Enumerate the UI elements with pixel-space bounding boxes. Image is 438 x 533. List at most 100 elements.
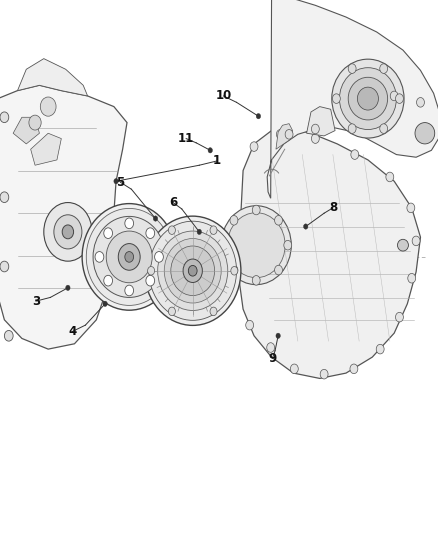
Circle shape	[95, 252, 104, 262]
Circle shape	[275, 265, 283, 275]
Ellipse shape	[339, 68, 396, 130]
Circle shape	[0, 192, 9, 203]
Circle shape	[54, 215, 82, 249]
Circle shape	[146, 228, 155, 238]
Circle shape	[284, 240, 292, 250]
Circle shape	[197, 229, 201, 235]
Circle shape	[380, 64, 388, 74]
Circle shape	[104, 276, 113, 286]
Ellipse shape	[415, 123, 435, 144]
Circle shape	[153, 216, 158, 221]
Circle shape	[256, 114, 261, 119]
Ellipse shape	[93, 216, 165, 297]
Text: 10: 10	[215, 90, 232, 102]
Text: 8: 8	[329, 201, 337, 214]
Circle shape	[118, 244, 140, 270]
Circle shape	[396, 312, 403, 322]
Circle shape	[4, 330, 13, 341]
Polygon shape	[307, 107, 335, 136]
Circle shape	[146, 276, 155, 286]
Circle shape	[29, 115, 41, 130]
Circle shape	[0, 261, 9, 272]
Ellipse shape	[332, 59, 404, 138]
Circle shape	[208, 148, 212, 153]
Polygon shape	[0, 85, 127, 349]
Circle shape	[155, 252, 163, 262]
Circle shape	[276, 333, 280, 338]
Text: 9: 9	[268, 352, 276, 365]
Circle shape	[407, 203, 415, 213]
Circle shape	[231, 266, 238, 275]
Circle shape	[275, 215, 283, 225]
Circle shape	[210, 226, 217, 235]
Circle shape	[396, 94, 403, 103]
Circle shape	[210, 307, 217, 316]
Circle shape	[104, 228, 113, 238]
Text: 5: 5	[117, 176, 124, 189]
Text: 11: 11	[178, 132, 194, 145]
Text: 1: 1	[213, 155, 221, 167]
Ellipse shape	[82, 204, 176, 310]
Polygon shape	[18, 59, 88, 96]
Circle shape	[250, 142, 258, 151]
Ellipse shape	[158, 231, 228, 310]
Circle shape	[183, 259, 202, 282]
Ellipse shape	[171, 246, 215, 295]
Circle shape	[114, 179, 118, 184]
Text: 4: 4	[68, 325, 76, 338]
Circle shape	[376, 344, 384, 354]
Circle shape	[230, 265, 238, 275]
Circle shape	[350, 364, 358, 374]
Circle shape	[221, 240, 229, 250]
Circle shape	[252, 205, 260, 215]
Circle shape	[148, 266, 155, 275]
Circle shape	[332, 94, 340, 103]
Ellipse shape	[106, 231, 152, 282]
Text: 6: 6	[169, 196, 177, 209]
Circle shape	[276, 130, 284, 139]
Polygon shape	[13, 117, 39, 144]
Circle shape	[169, 226, 175, 235]
Circle shape	[386, 172, 394, 182]
Ellipse shape	[398, 239, 409, 251]
Polygon shape	[239, 128, 420, 378]
Circle shape	[311, 134, 319, 143]
Circle shape	[125, 285, 134, 296]
Circle shape	[267, 343, 275, 352]
Polygon shape	[276, 124, 293, 149]
Circle shape	[125, 252, 134, 262]
Ellipse shape	[221, 206, 291, 285]
Circle shape	[311, 124, 319, 134]
Ellipse shape	[227, 213, 285, 278]
Polygon shape	[31, 133, 61, 165]
Circle shape	[304, 224, 308, 229]
Circle shape	[417, 98, 424, 107]
Circle shape	[320, 369, 328, 379]
Circle shape	[285, 130, 293, 139]
Circle shape	[252, 276, 260, 285]
Polygon shape	[267, 0, 438, 198]
Circle shape	[125, 218, 134, 229]
Ellipse shape	[86, 208, 172, 305]
Circle shape	[246, 320, 254, 330]
Circle shape	[290, 364, 298, 374]
Circle shape	[348, 64, 356, 74]
Circle shape	[390, 91, 398, 101]
Ellipse shape	[357, 87, 378, 110]
Ellipse shape	[145, 216, 241, 325]
Circle shape	[408, 273, 416, 283]
Circle shape	[380, 124, 388, 133]
Circle shape	[40, 97, 56, 116]
Circle shape	[66, 285, 70, 290]
Circle shape	[351, 150, 359, 159]
Ellipse shape	[149, 221, 237, 320]
Circle shape	[188, 265, 197, 276]
Circle shape	[103, 301, 107, 306]
Ellipse shape	[164, 239, 221, 303]
Circle shape	[168, 307, 175, 316]
Circle shape	[62, 225, 74, 239]
Ellipse shape	[348, 77, 388, 120]
Circle shape	[348, 124, 356, 133]
Circle shape	[44, 203, 92, 261]
Circle shape	[412, 236, 420, 246]
